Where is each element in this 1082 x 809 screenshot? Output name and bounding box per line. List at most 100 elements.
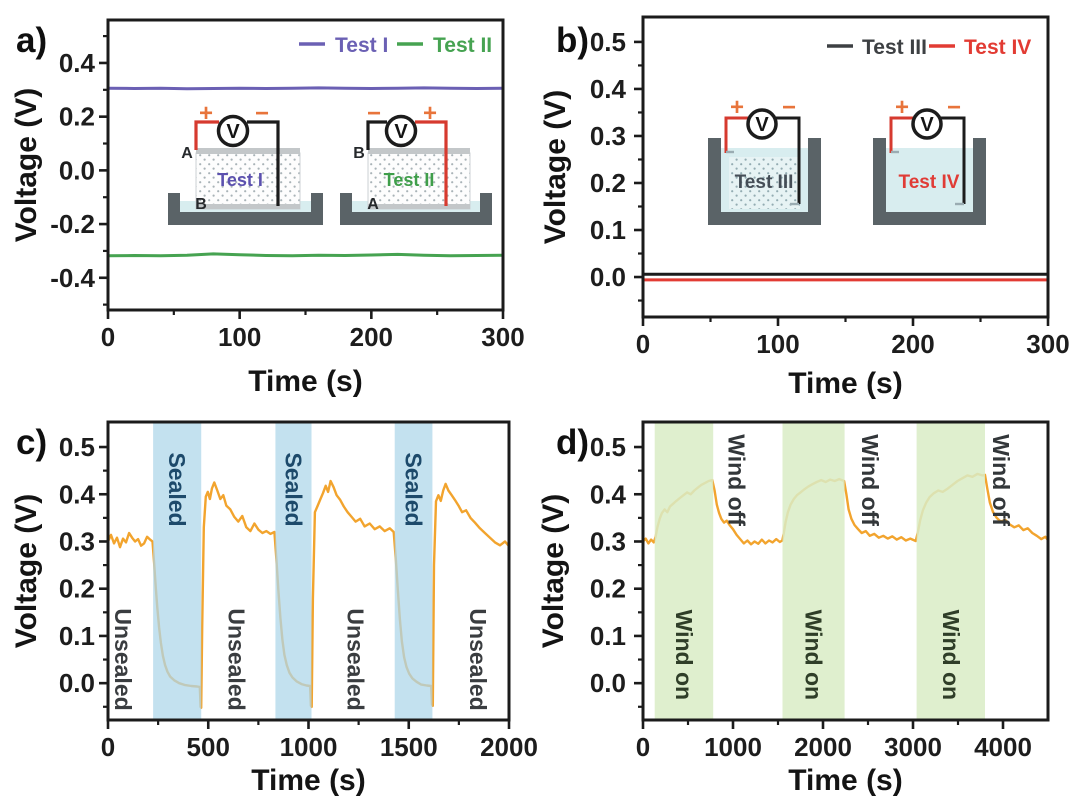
panel-d: 0 1000 2000 3000 4000 0.5 0.4 0.3 0.2 0.1 0.0 Time … xyxy=(541,420,1050,797)
y-tick-label: 0.5 xyxy=(590,432,626,462)
water xyxy=(886,148,973,212)
inset-test-3-cell: V + − Test III xyxy=(708,94,821,225)
inset-test-1-label: Test I xyxy=(217,170,263,190)
y-tick-label: 0.2 xyxy=(59,574,95,604)
chart-layer-a: 0 100 200 300 0.4 0.2 0.0 -0.2 -0.4 Time (s) Volta… xyxy=(10,18,525,398)
plus-sign: + xyxy=(423,100,437,127)
band-label: Wind on xyxy=(801,610,827,700)
shaded-band xyxy=(275,422,312,720)
beaker-wall xyxy=(973,138,986,225)
x-tick-label: 2000 xyxy=(480,732,538,762)
beaker-bottom xyxy=(873,212,986,225)
plus-sign: + xyxy=(895,94,909,121)
red-wire xyxy=(889,116,913,153)
beaker-wall xyxy=(873,138,886,225)
black-wire xyxy=(366,120,387,150)
x-tick-label: 0 xyxy=(636,329,650,359)
inset-test-2-label: Test II xyxy=(384,170,435,190)
shaded-band xyxy=(153,422,202,720)
plot-frame xyxy=(641,15,1050,319)
y-axis-title: Voltage (V) xyxy=(10,88,43,242)
red-wire xyxy=(415,120,448,206)
minus-sign: − xyxy=(947,94,961,121)
x-tick-label: 3000 xyxy=(884,732,942,762)
y-tick-label: 0.0 xyxy=(59,155,95,185)
panel-a: 0 100 200 300 0.4 0.2 0.0 -0.2 -0.4 Time (s) Volta… xyxy=(10,18,525,398)
y-tick-label: 0.3 xyxy=(59,526,95,556)
band-label: Sealed xyxy=(164,452,190,526)
x-axis-title: Time (s) xyxy=(251,764,365,797)
electrode-top-bar xyxy=(196,148,300,154)
y-tick-label: 0.3 xyxy=(590,526,626,556)
minus-sign: − xyxy=(367,100,381,127)
legend-label: Test I xyxy=(335,34,388,57)
annotation: Unsealed xyxy=(223,608,249,710)
panel-label-d: d) xyxy=(556,423,589,462)
inset-test-4-label: Test IV xyxy=(899,172,960,193)
x-tick-label: 1500 xyxy=(380,732,438,762)
plus-sign: + xyxy=(730,94,744,121)
plus-sign: + xyxy=(199,100,213,127)
x-tick-label: 500 xyxy=(187,732,230,762)
shaded-band xyxy=(782,422,845,720)
electrode-b-label: B xyxy=(195,196,207,213)
electrode-b-label: B xyxy=(353,145,365,162)
x-tick-label: 1000 xyxy=(704,732,762,762)
y-tick-label: 0.4 xyxy=(590,479,627,509)
y-tick-label: 0.5 xyxy=(590,27,626,57)
y-tick-label: 0.3 xyxy=(590,121,626,151)
electrode-a-label: A xyxy=(367,196,379,213)
black-wire xyxy=(941,116,966,204)
y-tick-label: -0.4 xyxy=(50,263,95,293)
annotation: Wind off xyxy=(724,434,750,526)
inset-test-1-cell: V + − A B Test I xyxy=(168,100,323,225)
y-tick-label: 0.4 xyxy=(59,479,96,509)
beaker-wall xyxy=(808,138,821,225)
inset-test-2-cell: V − + B A Test II xyxy=(340,100,492,225)
inset-test-4-cell: V + − Test IV xyxy=(873,94,986,225)
y-tick-label: 0.0 xyxy=(590,668,626,698)
x-tick-label: 100 xyxy=(756,329,799,359)
y-axis-title: Voltage (V) xyxy=(541,494,570,648)
band-label: Wind on xyxy=(938,610,964,700)
x-tick-label: 4000 xyxy=(974,732,1032,762)
plot-frame xyxy=(641,420,1050,722)
electrode-bottom-bar xyxy=(196,204,300,209)
x-tick-label: 1000 xyxy=(280,732,338,762)
shaded-band xyxy=(916,422,985,720)
panel-label-a: a) xyxy=(16,21,47,60)
red-wire xyxy=(194,120,219,150)
minus-sign: − xyxy=(255,100,269,127)
annotation: Wind off xyxy=(857,434,883,526)
band-label: Wind on xyxy=(671,610,697,700)
y-tick-label: 0.4 xyxy=(59,48,96,78)
panel-c: 0 500 1000 1500 2000 0.5 0.4 0.3 0.2 0.1 0.0 Time (… xyxy=(10,420,538,797)
x-tick-label: 200 xyxy=(891,329,934,359)
chart-layer-b: 0 100 200 300 0.5 0.4 0.3 0.2 0.1 0.0 Time (s) Volt… xyxy=(541,15,1070,400)
y-tick-label: 0.1 xyxy=(59,621,95,651)
annotation: Unsealed xyxy=(465,608,491,710)
legend-label: Test III xyxy=(862,36,927,59)
black-wire xyxy=(776,116,801,204)
voltmeter-v: V xyxy=(394,121,408,143)
evaporator-block xyxy=(367,152,471,210)
y-tick-label: 0.4 xyxy=(590,74,627,104)
x-tick-label: 0 xyxy=(636,732,650,762)
x-tick-label: 0 xyxy=(101,322,115,352)
y-tick-label: 0.0 xyxy=(59,668,95,698)
annotation: Unsealed xyxy=(110,608,136,710)
y-tick-label: -0.2 xyxy=(50,209,95,239)
shaded-band xyxy=(394,422,433,720)
y-tick-label: 0.5 xyxy=(59,432,95,462)
y-tick-label: 0.2 xyxy=(590,574,626,604)
y-tick-label: 0.1 xyxy=(590,621,626,651)
legend-label: Test II xyxy=(433,34,492,57)
shaded-band xyxy=(654,422,714,720)
panel-label-b: b) xyxy=(556,21,589,60)
x-tick-label: 300 xyxy=(481,322,524,352)
voltmeter-icon xyxy=(911,108,943,140)
x-tick-label: 300 xyxy=(1026,329,1069,359)
voltmeter-icon xyxy=(746,108,778,140)
beaker-bottom xyxy=(708,212,821,225)
x-tick-label: 2000 xyxy=(794,732,852,762)
